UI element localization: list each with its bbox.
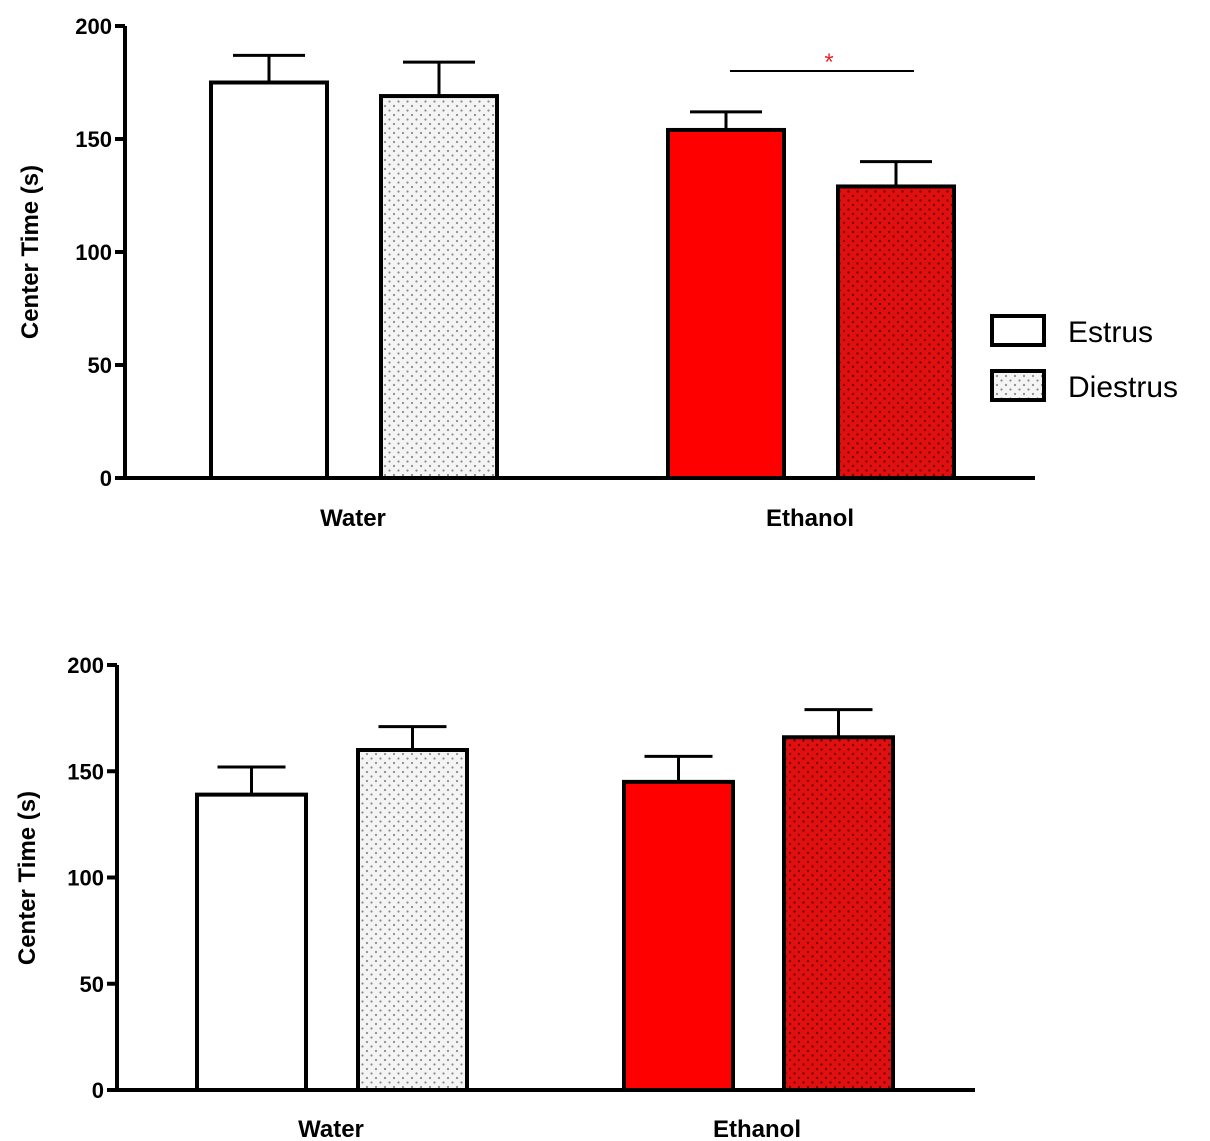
chart-top-category-label-water: Water: [320, 505, 386, 532]
significance-star: *: [824, 49, 833, 76]
chart-top-y-axis-title: Center Time (s): [17, 165, 44, 339]
legend-label-diestrus: Diestrus: [1068, 371, 1178, 404]
chart-top-y-tick-label: 200: [75, 14, 112, 39]
chart-bottom-y-ticks: 0 50 100 150 200: [67, 653, 117, 1103]
chart-bottom-bar-water-estrus: [195, 792, 308, 1092]
chart-top-bar-water-diestrus: [379, 94, 499, 480]
chart-top-y-tick-label: 0: [100, 466, 112, 491]
chart-bottom-y-tick-label: 200: [67, 653, 104, 678]
chart-top-error-bars: [233, 53, 932, 187]
chart-bottom: 0 50 100 150 200 Center Time (s) Water Ethan…: [14, 653, 975, 1141]
chart-bottom-bars: [195, 735, 895, 1092]
chart-bottom-bar-ethanol-diestrus: [782, 735, 895, 1092]
chart-bottom-y-tick-label: 50: [80, 972, 104, 997]
chart-top-y-tick-label: 100: [75, 240, 112, 265]
chart-top: 0 50 100 150 200 Center Time (s) Water Ethan…: [17, 14, 1178, 532]
chart-bottom-y-tick-label: 150: [67, 759, 104, 784]
chart-top-y-tick-label: 50: [88, 353, 112, 378]
chart-bottom-category-label-water: Water: [298, 1116, 364, 1141]
chart-bottom-error-bars: [217, 708, 873, 795]
chart-top-bar-ethanol-estrus: [666, 127, 786, 481]
chart-bottom-bar-water-diestrus: [356, 748, 469, 1092]
legend: Estrus Diestrus: [990, 314, 1178, 404]
chart-bottom-y-tick-label: 100: [67, 866, 104, 891]
legend-label-estrus: Estrus: [1068, 316, 1153, 349]
chart-top-significance-annotation: *: [730, 49, 914, 76]
chart-top-bars: [209, 80, 956, 481]
legend-swatch-estrus: [990, 314, 1046, 347]
chart-top-bar-water-estrus: [209, 80, 329, 480]
chart-bottom-y-tick-label: 0: [92, 1078, 104, 1103]
chart-bottom-y-axis-title: Center Time (s): [14, 791, 41, 965]
chart-top-bar-ethanol-diestrus: [836, 184, 956, 481]
chart-bottom-bar-ethanol-estrus: [622, 779, 735, 1092]
chart-bottom-category-label-ethanol: Ethanol: [713, 1116, 801, 1141]
chart-top-y-ticks: 0 50 100 150 200: [75, 14, 125, 491]
legend-swatch-diestrus: [990, 369, 1046, 402]
chart-top-y-tick-label: 150: [75, 127, 112, 152]
chart-top-category-label-ethanol: Ethanol: [766, 505, 854, 532]
